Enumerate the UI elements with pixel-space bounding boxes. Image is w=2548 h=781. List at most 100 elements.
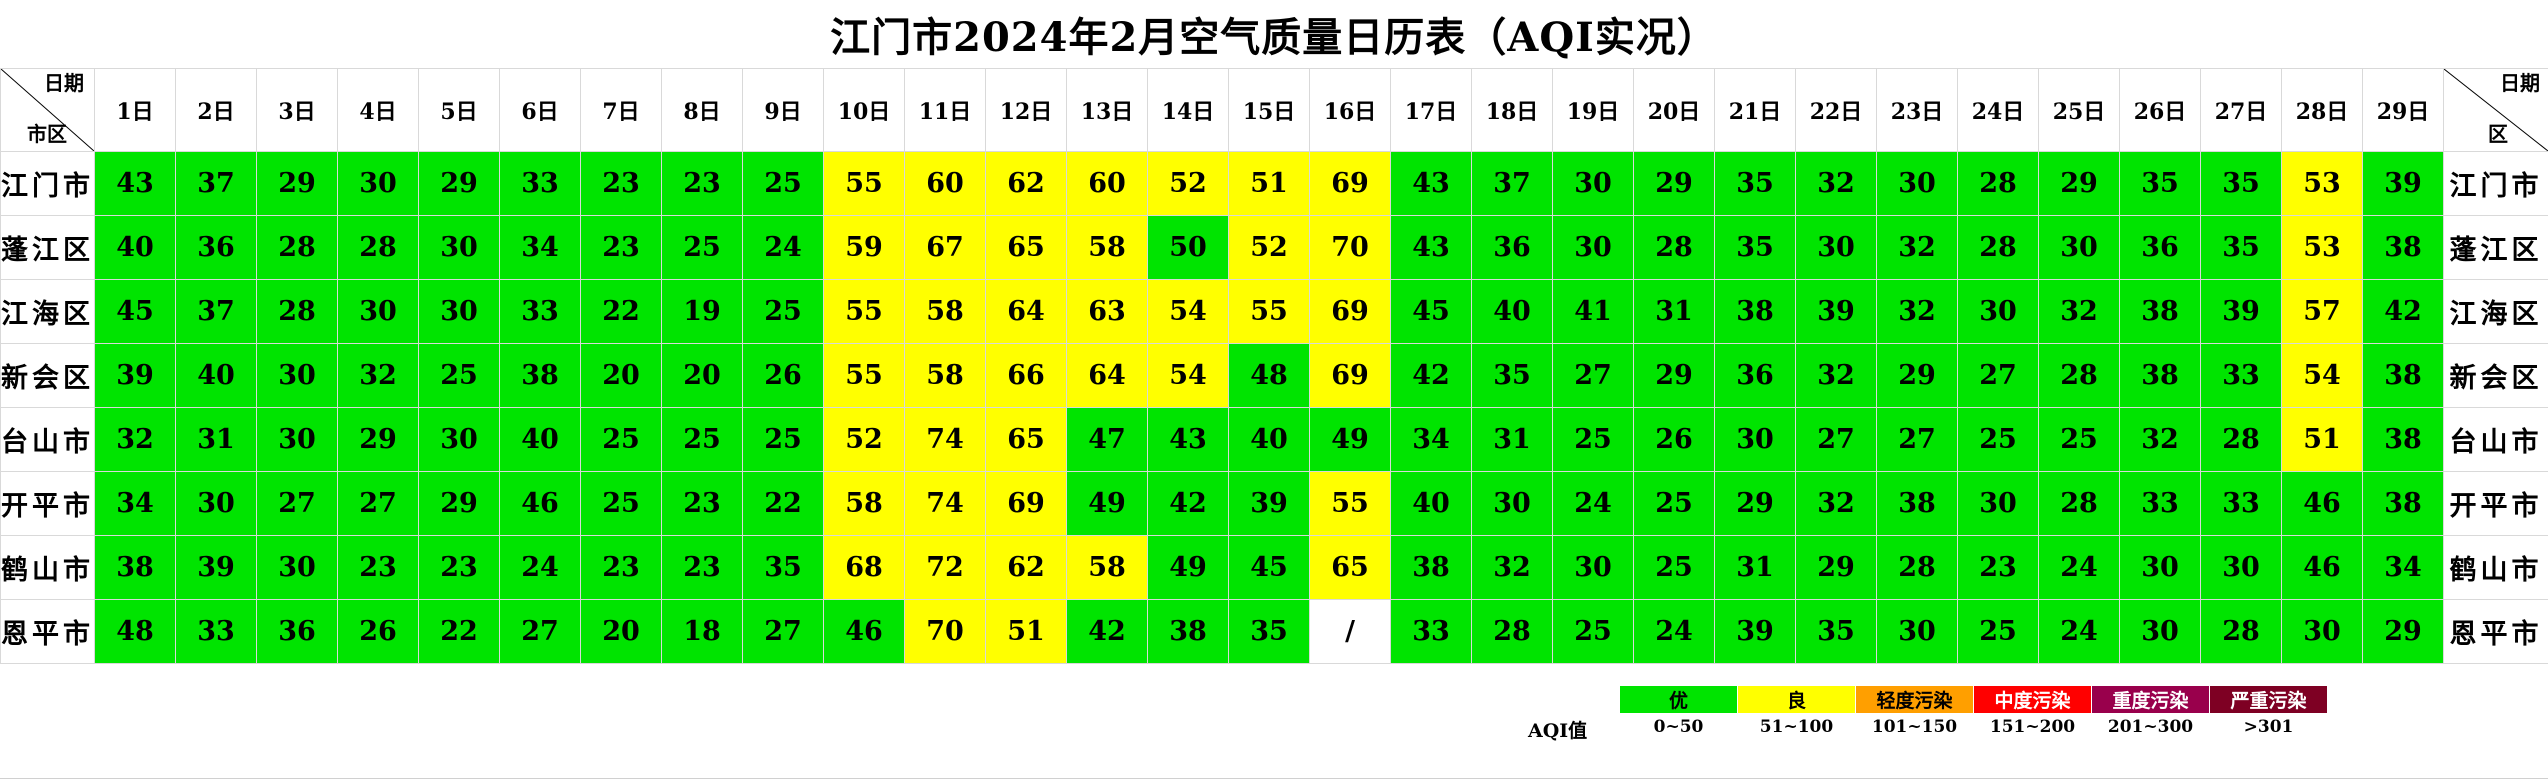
aqi-cell: 49 — [1147, 535, 1229, 600]
aqi-cell: 38 — [2362, 471, 2444, 536]
aqi-cell: 39 — [175, 535, 257, 600]
table-header-row: 日期 市区 1日 2日 3日 4日 5日 6日 7日 8日 9日 10日 11日 12日 13日 14日 1… — [0, 68, 2548, 152]
day-header: 29日 — [2362, 68, 2444, 152]
aqi-cell: 28 — [337, 215, 419, 280]
aqi-cell: 25 — [1957, 407, 2039, 472]
aqi-cell: 24 — [499, 535, 581, 600]
aqi-cell: 36 — [256, 599, 338, 664]
aqi-cell: 43 — [1390, 151, 1472, 216]
aqi-cell: 30 — [1714, 407, 1796, 472]
aqi-cell: 47 — [1066, 407, 1148, 472]
aqi-cell: 22 — [580, 279, 662, 344]
aqi-cell: 35 — [2119, 151, 2201, 216]
legend-range: >301 — [2243, 717, 2294, 737]
aqi-cell: 52 — [1147, 151, 1229, 216]
aqi-cell: 30 — [2119, 599, 2201, 664]
aqi-cell: 30 — [2281, 599, 2363, 664]
aqi-cell: 52 — [823, 407, 905, 472]
aqi-cell: 22 — [742, 471, 824, 536]
diagonal-line-icon — [1, 69, 94, 151]
aqi-cell: 46 — [499, 471, 581, 536]
day-header: 11日 — [904, 68, 986, 152]
aqi-cell: 51 — [1228, 151, 1310, 216]
aqi-cell: 65 — [985, 215, 1067, 280]
table-body: 江门市 43 37 29 30 29 33 23 23 25 55 60 62 60 52 51 69 43 37 3… — [0, 151, 2548, 664]
aqi-cell: 38 — [499, 343, 581, 408]
aqi-cell: 27 — [1957, 343, 2039, 408]
day-header: 3日 — [256, 68, 338, 152]
aqi-cell: 25 — [418, 343, 500, 408]
corner-header-left: 日期 市区 — [0, 68, 95, 152]
aqi-cell: 58 — [904, 279, 986, 344]
day-header: 5日 — [418, 68, 500, 152]
aqi-cell: 25 — [742, 151, 824, 216]
aqi-cell: 24 — [1552, 471, 1634, 536]
aqi-cell: 28 — [1876, 535, 1958, 600]
aqi-cell: / — [1309, 599, 1391, 664]
aqi-cell: 33 — [499, 151, 581, 216]
aqi-cell: 34 — [2362, 535, 2444, 600]
aqi-cell: 30 — [1876, 151, 1958, 216]
aqi-cell: 43 — [94, 151, 176, 216]
aqi-cell: 30 — [1957, 279, 2039, 344]
aqi-cell: 25 — [661, 407, 743, 472]
aqi-cell: 26 — [742, 343, 824, 408]
aqi-cell: 54 — [2281, 343, 2363, 408]
aqi-cell: 46 — [823, 599, 905, 664]
aqi-cell: 58 — [1066, 535, 1148, 600]
aqi-cell: 25 — [1633, 471, 1715, 536]
aqi-cell: 41 — [1552, 279, 1634, 344]
aqi-cell: 42 — [2362, 279, 2444, 344]
day-header: 20日 — [1633, 68, 1715, 152]
aqi-cell: 28 — [2038, 343, 2120, 408]
aqi-cell: 51 — [985, 599, 1067, 664]
aqi-cell: 42 — [1390, 343, 1472, 408]
region-name-right: 台山市 — [2443, 407, 2548, 472]
day-header: 12日 — [985, 68, 1067, 152]
aqi-cell: 55 — [1228, 279, 1310, 344]
aqi-cell: 33 — [2200, 343, 2282, 408]
aqi-cell: 30 — [256, 535, 338, 600]
region-name: 台山市 — [0, 407, 95, 472]
aqi-cell: 54 — [1147, 279, 1229, 344]
aqi-cell: 38 — [2362, 215, 2444, 280]
aqi-cell: 36 — [1714, 343, 1796, 408]
aqi-cell: 68 — [823, 535, 905, 600]
day-header: 6日 — [499, 68, 581, 152]
day-header: 25日 — [2038, 68, 2120, 152]
aqi-cell: 38 — [2362, 407, 2444, 472]
aqi-cell: 35 — [1714, 151, 1796, 216]
aqi-cell: 60 — [1066, 151, 1148, 216]
aqi-cell: 27 — [337, 471, 419, 536]
aqi-cell: 39 — [94, 343, 176, 408]
diagonal-line-icon — [2444, 69, 2548, 151]
aqi-cell: 59 — [823, 215, 905, 280]
aqi-cell: 19 — [661, 279, 743, 344]
aqi-cell: 28 — [256, 215, 338, 280]
aqi-cell: 49 — [1066, 471, 1148, 536]
aqi-cell: 25 — [580, 407, 662, 472]
day-header: 14日 — [1147, 68, 1229, 152]
aqi-cell: 20 — [580, 343, 662, 408]
aqi-cell: 32 — [1471, 535, 1553, 600]
aqi-cell: 20 — [580, 599, 662, 664]
aqi-cell: 69 — [1309, 151, 1391, 216]
aqi-cell: 70 — [1309, 215, 1391, 280]
aqi-cell: 53 — [2281, 151, 2363, 216]
region-name: 恩平市 — [0, 599, 95, 664]
region-name-right: 鹤山市 — [2443, 535, 2548, 600]
corner-region-label: 市区 — [27, 122, 67, 146]
day-header: 10日 — [823, 68, 905, 152]
aqi-cell: 54 — [1147, 343, 1229, 408]
aqi-cell: 30 — [2119, 535, 2201, 600]
aqi-cell: 48 — [94, 599, 176, 664]
day-header: 7日 — [580, 68, 662, 152]
aqi-cell: 35 — [1714, 215, 1796, 280]
aqi-cell: 29 — [2038, 151, 2120, 216]
aqi-cell: 58 — [823, 471, 905, 536]
aqi-cell: 39 — [1714, 599, 1796, 664]
aqi-cell: 31 — [1633, 279, 1715, 344]
aqi-cell: 25 — [1957, 599, 2039, 664]
aqi-cell: 40 — [175, 343, 257, 408]
aqi-cell: 29 — [1633, 343, 1715, 408]
